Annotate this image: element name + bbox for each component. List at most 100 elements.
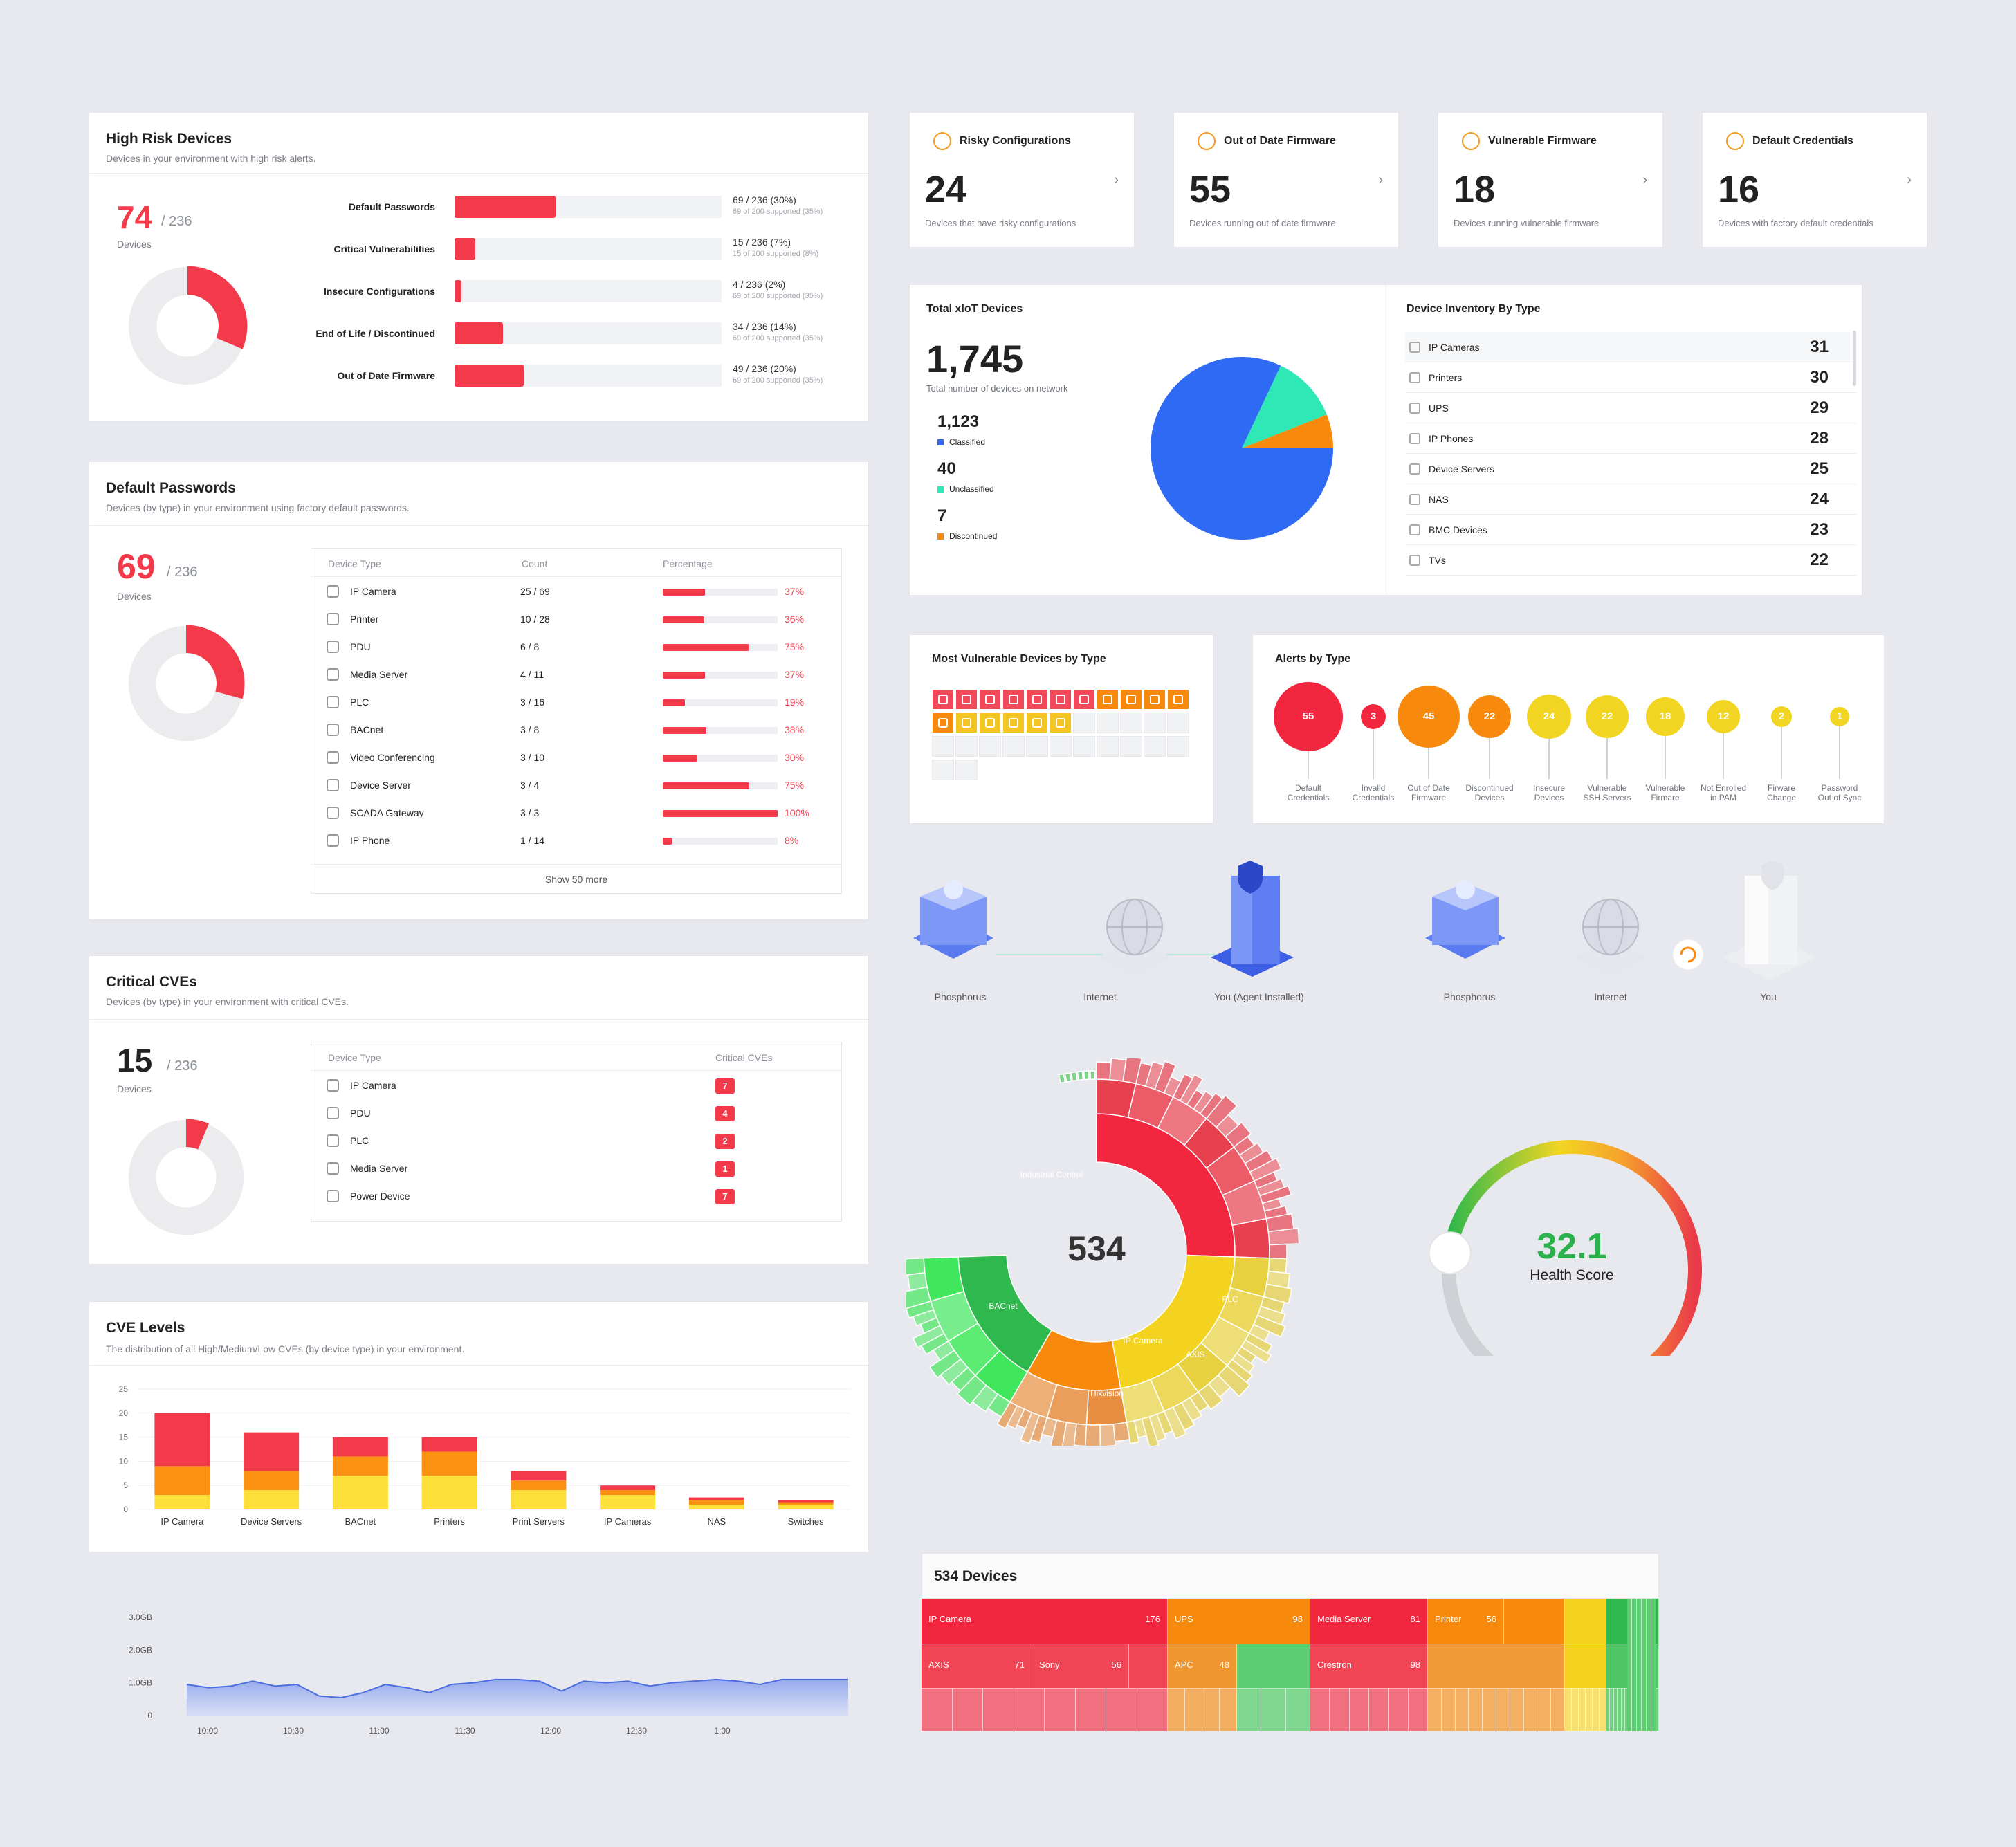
treemap-cell[interactable] [1627,1599,1632,1731]
treemap-cell[interactable] [1237,1689,1262,1731]
kpi-card[interactable]: Out of Date Firmware 55 Devices running ou… [1173,112,1399,248]
vulnerable-device-cell[interactable] [1120,689,1142,710]
treemap-cell[interactable] [1137,1689,1168,1731]
vulnerable-device-cell[interactable] [932,689,954,710]
treemap-cell[interactable] [1428,1644,1565,1689]
inventory-row[interactable]: Device Servers 25 [1405,454,1856,484]
treemap-cell[interactable] [1261,1689,1286,1731]
inventory-row[interactable]: IP Phones 28 [1405,423,1856,454]
treemap-cell[interactable] [1106,1689,1137,1731]
inventory-scrollbar[interactable] [1853,331,1856,386]
vulnerable-device-cell[interactable] [1050,713,1072,733]
treemap-cell[interactable] [1075,1689,1106,1731]
treemap-cell[interactable]: Crestron 98 [1310,1644,1428,1689]
treemap-cell[interactable] [1455,1689,1469,1731]
vulnerable-device-cell[interactable] [979,713,1001,733]
alert-bubble[interactable]: 24 [1527,695,1571,739]
treemap-cell[interactable] [1613,1689,1618,1731]
inventory-row[interactable]: UPS 29 [1405,393,1856,423]
treemap-cell[interactable] [1655,1689,1659,1731]
treemap-cell[interactable] [1285,1689,1310,1731]
treemap-cell[interactable] [1593,1689,1600,1731]
treemap-cell[interactable]: IP Camera 176 [922,1599,1168,1644]
vulnerable-device-cell[interactable] [1002,689,1025,710]
vulnerable-device-cell[interactable] [1002,713,1025,733]
treemap-cell[interactable] [1621,1689,1626,1731]
vulnerable-device-cell[interactable] [955,689,978,710]
treemap-cell[interactable]: UPS 98 [1168,1599,1310,1644]
treemap-cell[interactable] [1045,1689,1076,1731]
vulnerable-device-cell[interactable] [932,713,954,733]
alert-bubble[interactable]: 55 [1274,682,1343,751]
treemap-cell[interactable] [1168,1689,1185,1731]
vulnerable-device-cell[interactable] [1026,713,1048,733]
vulnerable-device-cell[interactable] [1026,689,1048,710]
treemap-cell[interactable] [1565,1644,1606,1689]
alert-bubble[interactable]: 2 [1771,706,1792,727]
treemap-cell[interactable] [1565,1689,1572,1731]
chevron-right-icon[interactable]: › [1114,172,1119,187]
treemap-cell[interactable] [922,1689,953,1731]
treemap-cell[interactable] [1389,1689,1409,1731]
treemap-cell[interactable] [1586,1689,1593,1731]
vulnerable-device-cell[interactable] [1097,689,1119,710]
chevron-right-icon[interactable]: › [1907,172,1912,187]
treemap-cell[interactable]: Sony 56 [1032,1644,1129,1689]
treemap-cell[interactable] [1496,1689,1510,1731]
treemap-cell[interactable] [1330,1689,1350,1731]
treemap-cell[interactable]: AXIS 71 [922,1644,1032,1689]
treemap-cell[interactable] [1637,1599,1642,1731]
treemap-cell[interactable] [1428,1689,1442,1731]
treemap-cell[interactable] [1185,1689,1202,1731]
treemap-cell[interactable] [1014,1689,1045,1731]
treemap-cell[interactable] [1572,1689,1579,1731]
treemap-cell[interactable] [1606,1689,1611,1731]
treemap-cell[interactable] [1618,1689,1622,1731]
alert-bubble[interactable]: 3 [1361,704,1386,729]
treemap-cell[interactable] [952,1689,983,1731]
vulnerable-device-cell[interactable] [1073,689,1095,710]
treemap-cell[interactable] [1483,1689,1496,1731]
treemap-cell[interactable] [983,1689,1014,1731]
treemap-cell[interactable] [1469,1689,1483,1731]
inventory-row[interactable]: Printers 30 [1405,362,1856,393]
treemap-cell[interactable] [1523,1689,1538,1731]
vulnerable-device-cell[interactable] [1167,689,1189,710]
inventory-row[interactable]: IP Cameras 31 [1405,332,1856,362]
treemap-cell[interactable] [1610,1689,1614,1731]
treemap-cell[interactable] [1642,1599,1647,1731]
treemap-cell[interactable] [1441,1689,1456,1731]
vulnerable-device-cell[interactable] [979,689,1001,710]
show-more-button[interactable]: Show 50 more [544,874,608,885]
treemap-cell[interactable] [1651,1599,1656,1731]
treemap-cell[interactable] [1579,1689,1586,1731]
inventory-row[interactable]: TVs 22 [1405,545,1856,576]
treemap-cell[interactable] [1220,1689,1237,1731]
kpi-card[interactable]: Default Credentials 16 Devices with factor… [1702,112,1927,248]
alert-bubble[interactable]: 22 [1468,695,1511,738]
alert-bubble[interactable]: 1 [1830,707,1849,726]
treemap-cell[interactable] [1408,1689,1428,1731]
inventory-row[interactable]: BMC Devices 23 [1405,515,1856,545]
treemap-cell[interactable] [1600,1689,1606,1731]
treemap-cell[interactable] [1565,1599,1606,1644]
treemap-cell[interactable]: Media Server 81 [1310,1599,1428,1644]
treemap-cell[interactable]: Printer 56 [1428,1599,1504,1644]
treemap-cell[interactable] [1537,1689,1552,1731]
treemap-cell[interactable]: APC 48 [1168,1644,1237,1689]
treemap-cell[interactable] [1129,1644,1168,1689]
alert-bubble[interactable]: 45 [1398,686,1460,748]
kpi-card[interactable]: Vulnerable Firmware 18 Devices running vul… [1438,112,1663,248]
treemap-cell[interactable] [1510,1689,1524,1731]
treemap-cell[interactable] [1349,1689,1369,1731]
treemap-cell[interactable] [1310,1689,1330,1731]
inventory-row[interactable]: NAS 24 [1405,484,1856,515]
chevron-right-icon[interactable]: › [1642,172,1647,187]
vulnerable-device-cell[interactable] [955,713,978,733]
treemap-cell[interactable] [1237,1644,1310,1689]
vulnerable-device-cell[interactable] [1050,689,1072,710]
kpi-card[interactable]: Risky Configurations 24 Devices that have … [909,112,1135,248]
chevron-right-icon[interactable]: › [1378,172,1383,187]
alert-bubble[interactable]: 12 [1707,700,1740,733]
treemap-cell[interactable] [1632,1599,1637,1731]
